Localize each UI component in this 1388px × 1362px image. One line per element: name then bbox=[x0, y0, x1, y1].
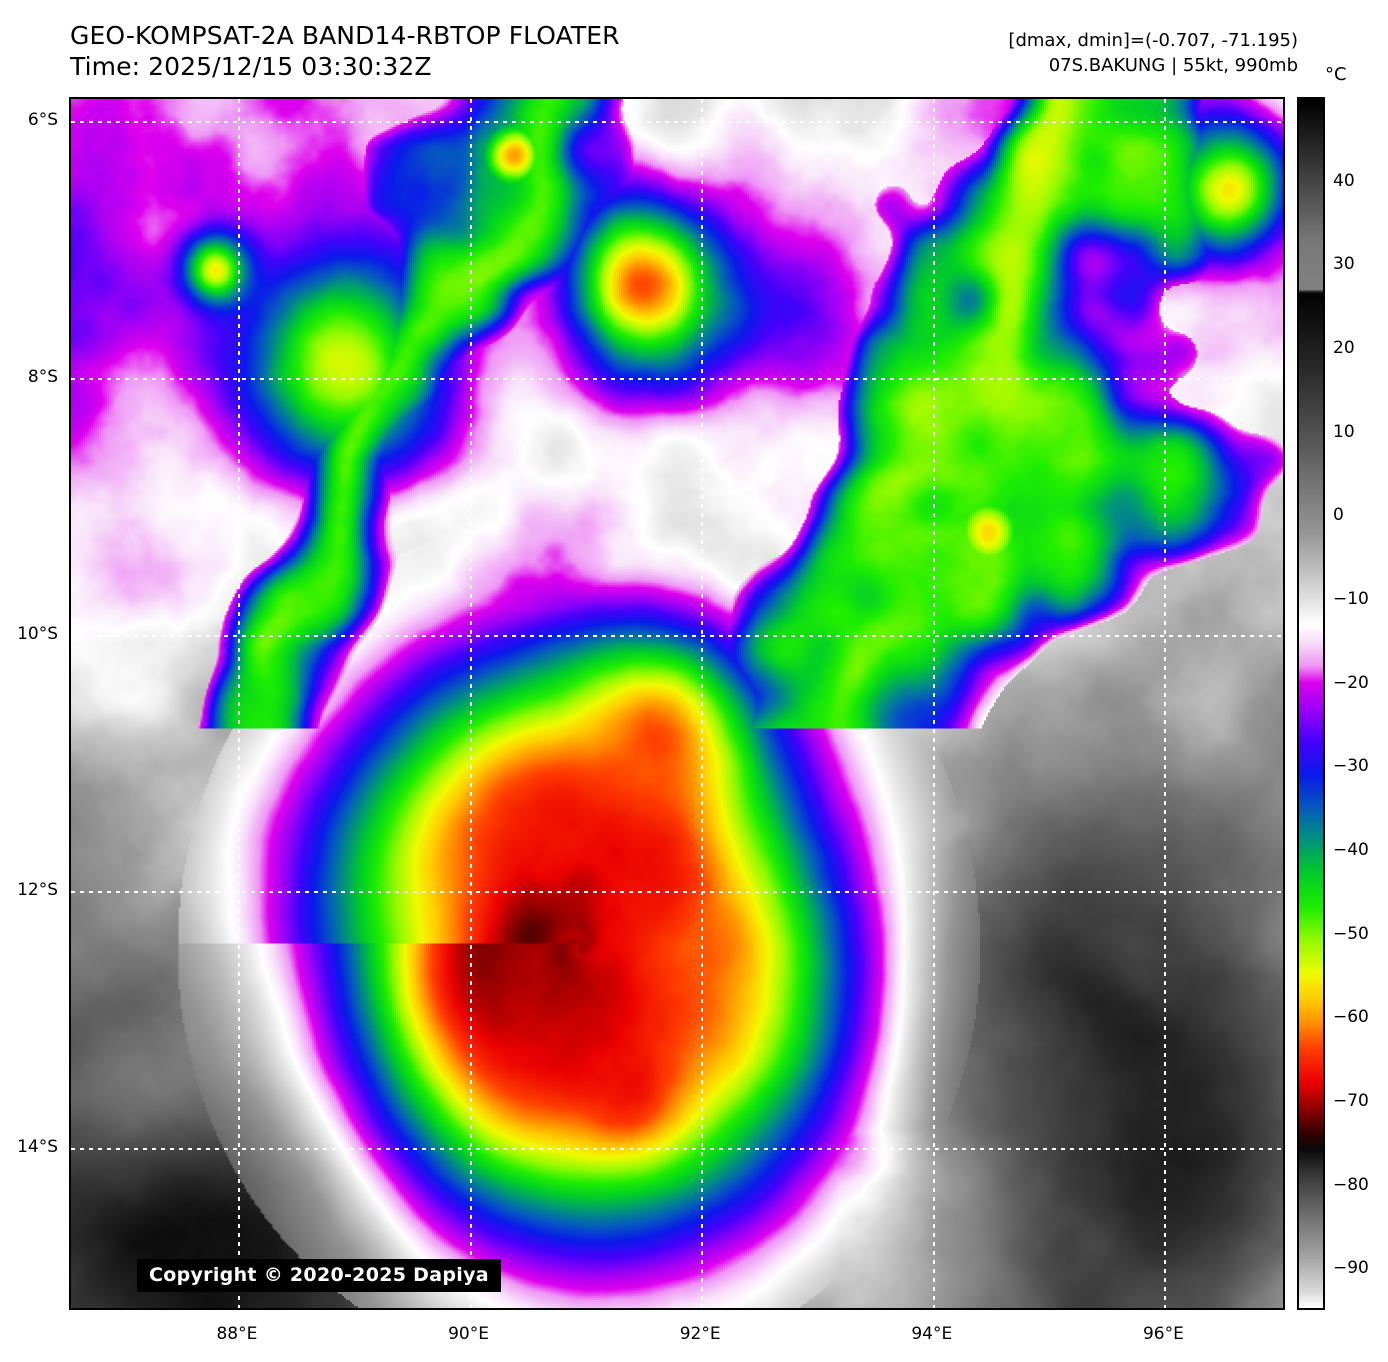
xtick-label-90°E: 90°E bbox=[448, 1324, 489, 1344]
satellite-imagery-canvas bbox=[71, 99, 1283, 1308]
colorbar-tick--60: −60 bbox=[1333, 1007, 1369, 1028]
xtick-label-94°E: 94°E bbox=[911, 1324, 953, 1344]
ytick-label-10°S: 10°S bbox=[17, 623, 58, 644]
timestamp-label: Time: 2025/12/15 03:30:32Z bbox=[70, 52, 432, 81]
colorbar-unit-label: °C bbox=[1325, 64, 1347, 85]
colorbar-tick-20: 20 bbox=[1333, 337, 1355, 358]
xtick-label-92°E: 92°E bbox=[679, 1324, 721, 1344]
page-title: GEO-KOMPSAT-2A BAND14-RBTOP FLOATER bbox=[70, 21, 620, 50]
colorbar-tick-30: 30 bbox=[1333, 254, 1355, 275]
metadata-block: [dmax, dmin]=(-0.707, -71.195) 07S.BAKUN… bbox=[1008, 28, 1298, 78]
colorbar-tick--10: −10 bbox=[1333, 588, 1369, 609]
title-block: GEO-KOMPSAT-2A BAND14-RBTOP FLOATER Time… bbox=[70, 20, 770, 82]
colorbar-tick--50: −50 bbox=[1333, 923, 1369, 944]
ytick-label-14°S: 14°S bbox=[17, 1136, 58, 1157]
colorbar-gradient bbox=[1297, 97, 1325, 1310]
storm-info-label: 07S.BAKUNG | 55kt, 990mb bbox=[1048, 55, 1298, 76]
colorbar-tick-40: 40 bbox=[1333, 170, 1355, 191]
colorbar-tick--30: −30 bbox=[1333, 756, 1369, 777]
colorbar-tick--80: −80 bbox=[1333, 1174, 1369, 1195]
colorbar-tick--90: −90 bbox=[1333, 1258, 1369, 1279]
satellite-image-plot[interactable]: Copyright © 2020-2025 Dapiya bbox=[69, 97, 1285, 1310]
colorbar-tick--20: −20 bbox=[1333, 672, 1369, 693]
temperature-colorbar[interactable] bbox=[1297, 97, 1325, 1310]
ytick-label-8°S: 8°S bbox=[27, 366, 58, 387]
xtick-label-88°E: 88°E bbox=[216, 1324, 258, 1344]
ytick-label-12°S: 12°S bbox=[17, 880, 58, 901]
colorbar-tick--40: −40 bbox=[1333, 839, 1369, 860]
colorbar-tick-0: 0 bbox=[1333, 505, 1344, 526]
dminmax-label: [dmax, dmin]=(-0.707, -71.195) bbox=[1008, 30, 1298, 51]
colorbar-tick-10: 10 bbox=[1333, 421, 1355, 442]
copyright-watermark: Copyright © 2020-2025 Dapiya bbox=[137, 1259, 501, 1292]
colorbar-tick--70: −70 bbox=[1333, 1090, 1369, 1111]
ytick-label-6°S: 6°S bbox=[27, 110, 58, 131]
xtick-label-96°E: 96°E bbox=[1142, 1324, 1184, 1344]
